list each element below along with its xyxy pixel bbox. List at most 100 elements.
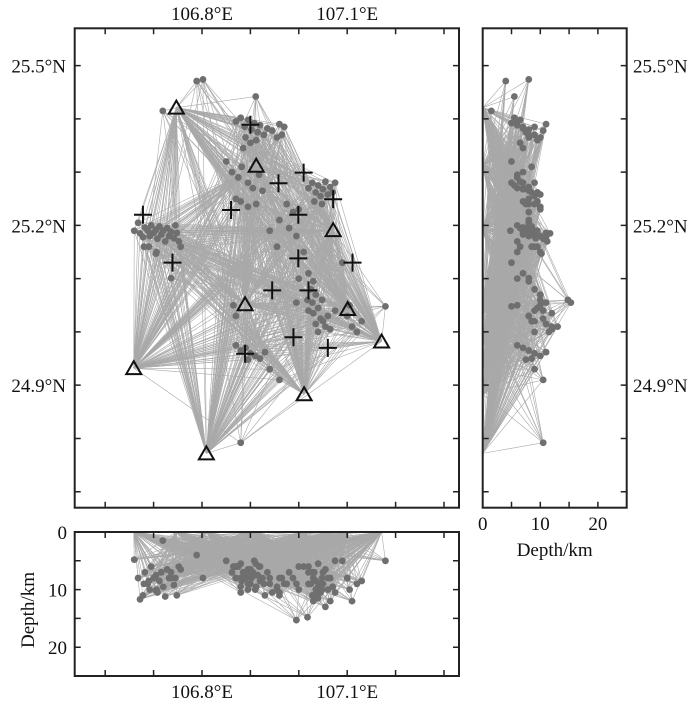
- ray-line: [133, 531, 145, 584]
- ray-line: [347, 308, 358, 333]
- ray-line: [296, 235, 348, 310]
- ray-line: [133, 359, 248, 369]
- ray-line: [206, 350, 241, 454]
- event-point: [564, 296, 572, 304]
- event-point: [232, 195, 240, 203]
- ray-line: [176, 107, 300, 279]
- ray-line: [133, 367, 241, 443]
- ray-line: [303, 321, 362, 395]
- ray-line: [244, 304, 251, 354]
- event-point: [263, 568, 271, 576]
- ray-line: [303, 310, 336, 395]
- event-point: [510, 114, 518, 122]
- event-point: [159, 583, 167, 591]
- ray-line: [244, 304, 261, 359]
- y-tick-label-right: 24.9°N: [633, 376, 688, 397]
- ray-line: [482, 302, 571, 305]
- ray-line: [342, 262, 382, 342]
- depth-tick-label: 10: [48, 581, 67, 602]
- ray-line: [176, 107, 181, 247]
- ray-line: [482, 229, 512, 263]
- event-point: [193, 551, 201, 559]
- event-point: [266, 574, 274, 582]
- ray-line: [240, 341, 382, 443]
- ray-line: [482, 107, 532, 167]
- event-point: [531, 232, 538, 240]
- depth-axis-label: Depth/km: [517, 540, 593, 561]
- event-point: [278, 131, 286, 139]
- ray-line: [255, 165, 331, 330]
- ray-line: [298, 209, 334, 231]
- ray-line: [206, 172, 233, 454]
- ray-line: [329, 230, 334, 330]
- ray-line: [259, 358, 305, 395]
- ray-line: [303, 299, 308, 395]
- ray-line: [482, 315, 530, 369]
- x-tick-label-bottom: 106.8°E: [171, 682, 233, 703]
- ray-line: [233, 531, 382, 567]
- ray-line: [176, 107, 261, 359]
- event-point: [536, 296, 544, 304]
- event-point: [244, 203, 252, 211]
- ray-line: [482, 165, 518, 306]
- ray-line: [482, 394, 544, 443]
- event-point: [280, 123, 288, 131]
- ray-line: [240, 304, 246, 443]
- ray-line: [233, 531, 305, 567]
- event-point: [531, 349, 538, 357]
- event-point: [539, 307, 547, 315]
- ray-line: [133, 177, 239, 369]
- event-point: [542, 299, 550, 307]
- event-point: [319, 317, 327, 325]
- ray-line: [264, 341, 382, 353]
- ray-line: [206, 369, 270, 454]
- event-point: [140, 243, 148, 251]
- ray-line: [332, 230, 386, 307]
- event-point: [139, 233, 147, 241]
- station-triangle: [246, 156, 266, 173]
- ray-line: [157, 238, 207, 454]
- ray-line: [361, 531, 382, 582]
- ray-line: [347, 306, 386, 310]
- ray-line: [176, 107, 257, 141]
- depth-tick-label: 0: [478, 514, 488, 535]
- ray-line: [176, 107, 297, 303]
- event-point: [548, 309, 556, 317]
- event-point: [539, 127, 547, 134]
- event-point: [239, 144, 247, 152]
- station-triangle: [323, 221, 343, 238]
- ray-line: [133, 531, 241, 593]
- ray-line: [332, 531, 362, 582]
- event-point: [252, 136, 260, 144]
- event-point: [542, 120, 550, 128]
- event-point: [322, 566, 329, 573]
- ray-line: [255, 165, 280, 380]
- ray-line: [482, 230, 535, 354]
- event-point: [256, 121, 264, 129]
- ray-line: [176, 107, 242, 443]
- event-point: [254, 128, 262, 136]
- event-point: [531, 200, 538, 208]
- ray-line: [133, 110, 164, 369]
- ray-line: [482, 262, 512, 310]
- event-point: [508, 302, 515, 310]
- ray-line: [162, 107, 177, 231]
- ray-line: [269, 368, 305, 395]
- event-point: [266, 227, 274, 235]
- ray-line: [133, 190, 263, 369]
- ray-line: [206, 182, 249, 454]
- event-point: [513, 237, 521, 245]
- event-point: [170, 581, 178, 589]
- ray-line: [178, 241, 382, 342]
- cross-marker: [289, 205, 308, 224]
- ray-line: [244, 304, 256, 356]
- cross-marker: [241, 115, 260, 134]
- event-point: [525, 347, 533, 354]
- event-point: [252, 200, 260, 208]
- event-point: [519, 344, 527, 352]
- depth-tick-label: 20: [588, 514, 607, 535]
- event-point: [145, 243, 153, 251]
- event-point: [237, 114, 245, 122]
- ray-line: [240, 165, 257, 351]
